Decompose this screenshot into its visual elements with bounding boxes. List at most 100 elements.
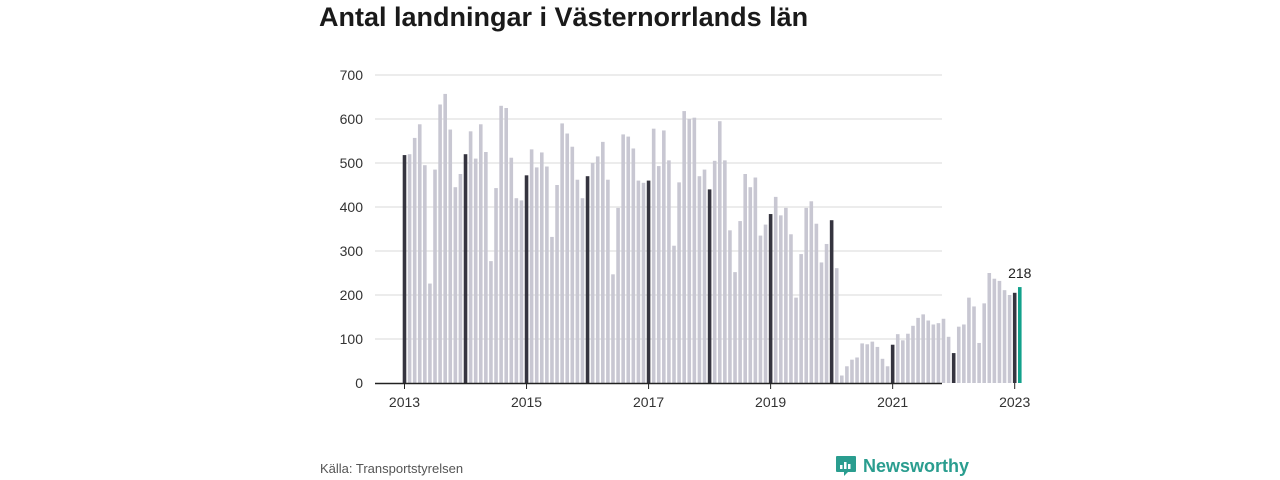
bar (646, 180, 651, 383)
bar (890, 344, 895, 383)
bar (794, 297, 798, 383)
bar (433, 169, 437, 383)
bar (494, 188, 498, 383)
y-tick-label: 200 (340, 287, 364, 303)
bar (753, 177, 758, 383)
bar (606, 179, 610, 383)
bar (773, 196, 778, 383)
bar (443, 93, 447, 384)
bar (402, 155, 407, 383)
bar (748, 187, 753, 383)
bar (870, 341, 875, 383)
bar (901, 340, 905, 383)
bar (514, 198, 519, 383)
bar (850, 359, 854, 383)
bar (468, 131, 473, 383)
bar (784, 207, 788, 383)
bar (1007, 295, 1012, 383)
bar (590, 163, 595, 383)
bar (921, 314, 925, 383)
bar (651, 128, 656, 383)
bar (707, 189, 712, 383)
bar (712, 160, 717, 383)
bar (672, 245, 676, 383)
bar (916, 317, 920, 383)
bar (448, 129, 453, 383)
bar (478, 124, 483, 383)
bar (987, 273, 992, 383)
bar (728, 230, 732, 383)
bar (982, 303, 986, 383)
bar (575, 179, 580, 383)
bar (504, 108, 508, 383)
bar (524, 175, 529, 383)
y-tick-label: 600 (340, 111, 364, 127)
bar (855, 357, 859, 383)
bar (743, 174, 747, 383)
bar (529, 149, 534, 383)
bar (906, 333, 910, 383)
bar (631, 148, 636, 383)
bar (580, 198, 585, 383)
bar (463, 154, 468, 383)
bar-chart: 0 100 200 300 400 500 600 700 2013 2015 2017 2019 20… (340, 67, 1032, 410)
bar (595, 156, 600, 383)
bar (539, 152, 544, 383)
bar (799, 254, 803, 383)
bar (489, 261, 493, 383)
bar (677, 182, 681, 383)
bar (992, 278, 997, 383)
bar (636, 180, 641, 383)
bar (972, 306, 976, 383)
bar (1017, 287, 1022, 383)
bar (585, 176, 590, 383)
bar (824, 243, 829, 383)
bar (723, 160, 727, 383)
bar (417, 124, 422, 383)
bar (717, 121, 722, 383)
bar (814, 223, 819, 383)
bar (682, 111, 686, 383)
bar (662, 130, 666, 383)
y-tick-label: 0 (355, 375, 363, 391)
bar (570, 146, 575, 383)
bar (555, 185, 559, 383)
bar (519, 200, 524, 383)
bar (880, 358, 885, 383)
bar (438, 104, 442, 383)
bar (895, 334, 900, 383)
bar (768, 214, 773, 383)
y-tick-label: 700 (340, 67, 364, 83)
bar (560, 123, 564, 384)
bar (956, 326, 961, 383)
bar (601, 141, 605, 383)
bar (778, 215, 783, 383)
brand-name: Newsworthy (863, 455, 970, 476)
bar (611, 274, 615, 383)
bar (423, 165, 427, 383)
bar (412, 137, 417, 383)
bar (997, 280, 1002, 383)
bar (763, 224, 768, 383)
bar (829, 220, 834, 383)
bar (1002, 290, 1007, 383)
y-tick-label: 400 (340, 199, 364, 215)
source-note: Källa: Transportstyrelsen (320, 461, 464, 476)
bar (819, 262, 824, 383)
bar (845, 366, 849, 383)
bar (626, 136, 631, 383)
bar (840, 375, 844, 383)
x-tick-label: 2015 (511, 394, 542, 410)
bar (621, 134, 625, 383)
bar (550, 236, 554, 383)
brand-logo: Newsworthy (835, 454, 969, 478)
bar (875, 346, 880, 383)
bar (473, 158, 478, 383)
annotation-label: 218 (1008, 265, 1032, 281)
bar (738, 221, 742, 383)
bar (804, 207, 809, 383)
bar (860, 343, 864, 383)
bar (692, 117, 697, 384)
bar (641, 182, 646, 383)
bar (565, 133, 570, 383)
